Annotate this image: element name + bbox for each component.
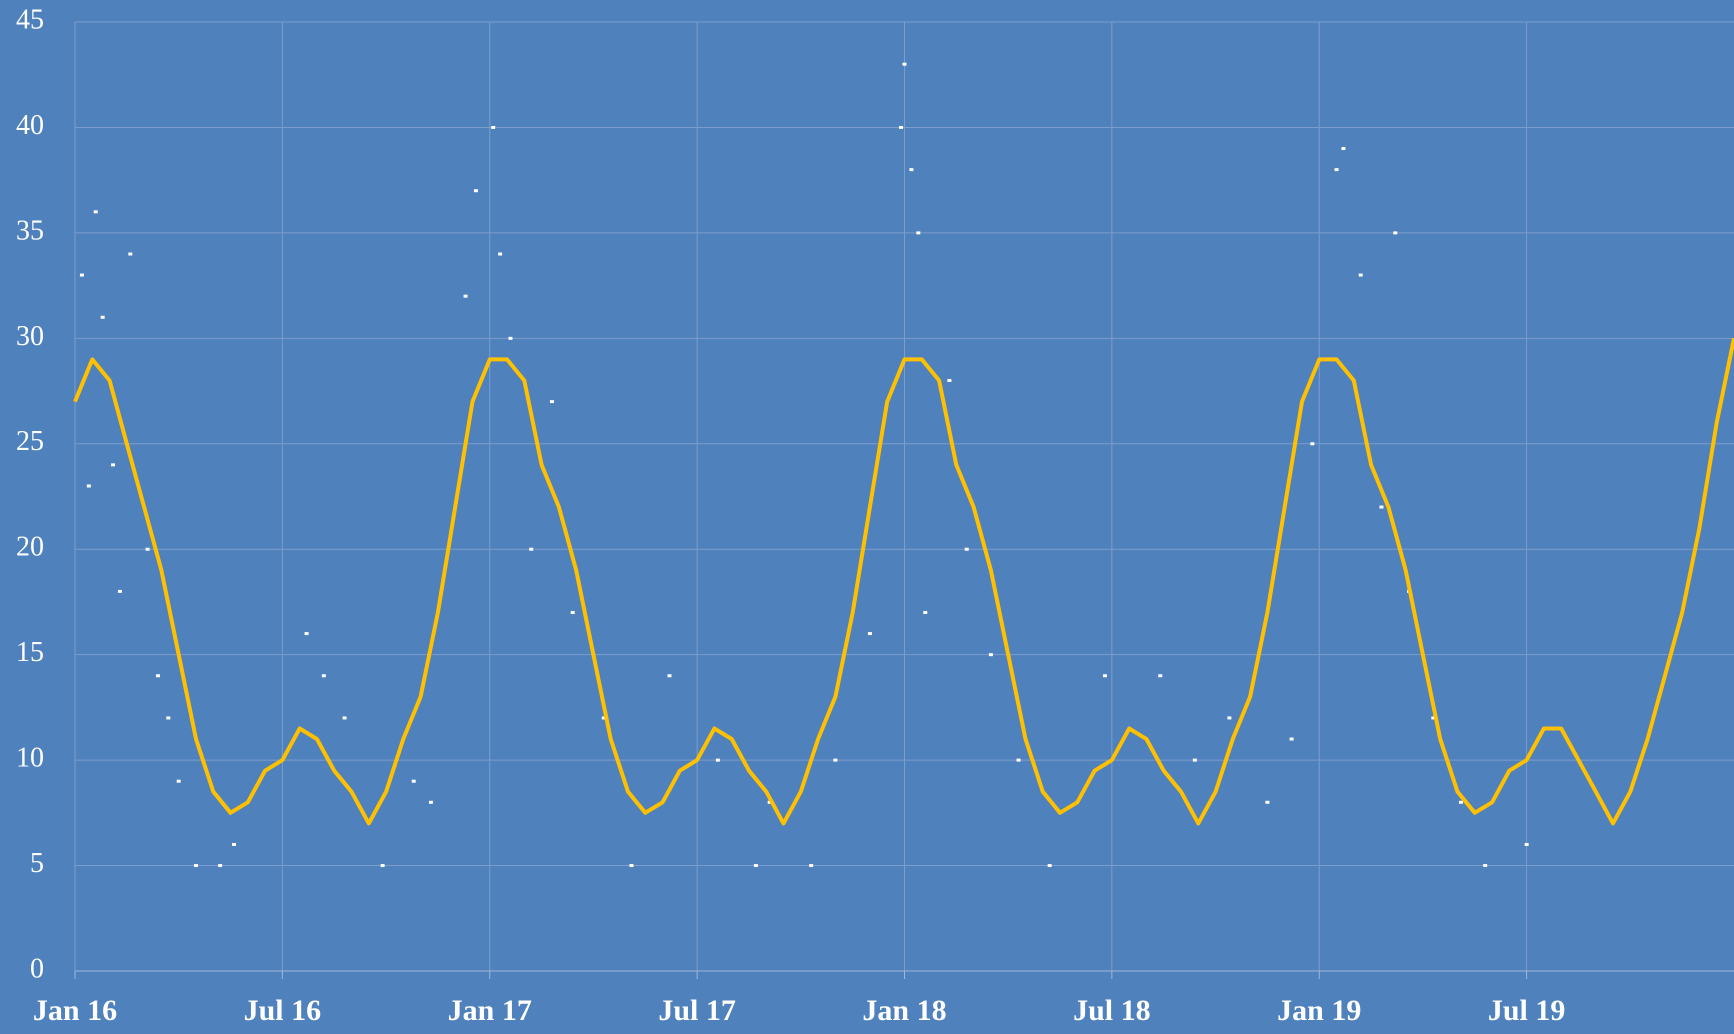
data-point xyxy=(909,168,914,172)
data-point xyxy=(428,800,433,804)
y-tick-label: 45 xyxy=(16,4,44,35)
data-point xyxy=(1192,758,1197,762)
data-point xyxy=(767,800,772,804)
data-point xyxy=(321,674,326,678)
data-point xyxy=(304,632,309,636)
data-point xyxy=(570,610,575,614)
data-point xyxy=(1379,505,1384,509)
data-point xyxy=(1310,442,1315,446)
data-point xyxy=(629,864,634,868)
x-tick-label: Jul 16 xyxy=(244,994,322,1027)
data-point xyxy=(809,864,814,868)
x-tick-label: Jul 18 xyxy=(1073,994,1151,1027)
y-tick-label: 30 xyxy=(16,321,44,352)
data-point xyxy=(100,315,105,319)
y-tick-label: 20 xyxy=(16,532,44,563)
data-point xyxy=(899,125,904,129)
data-point xyxy=(923,610,928,614)
data-point xyxy=(753,864,758,868)
data-point xyxy=(1047,864,1052,868)
data-point xyxy=(117,589,122,593)
data-point xyxy=(667,674,672,678)
data-point xyxy=(916,231,921,235)
data-point xyxy=(1393,231,1398,235)
y-tick-label: 10 xyxy=(16,743,44,774)
x-tick-label: Jan 19 xyxy=(1277,994,1361,1027)
data-point xyxy=(93,210,98,214)
data-point xyxy=(1341,147,1346,151)
data-point xyxy=(988,653,993,657)
data-point xyxy=(342,716,347,720)
data-point xyxy=(867,632,872,636)
data-point xyxy=(833,758,838,762)
data-point xyxy=(1158,674,1163,678)
data-point xyxy=(964,547,969,551)
data-point xyxy=(1265,800,1270,804)
data-point xyxy=(86,484,91,488)
data-point xyxy=(601,716,606,720)
data-point xyxy=(1458,800,1463,804)
data-point xyxy=(1483,864,1488,868)
data-point xyxy=(473,189,478,193)
y-tick-label: 0 xyxy=(30,953,44,984)
data-point xyxy=(380,864,385,868)
data-point xyxy=(1431,716,1436,720)
data-point xyxy=(231,842,236,846)
data-point xyxy=(218,864,223,868)
data-point xyxy=(491,125,496,129)
data-point xyxy=(176,779,181,783)
x-tick-label: Jan 18 xyxy=(862,994,946,1027)
data-point xyxy=(111,463,116,467)
data-point xyxy=(902,62,907,66)
data-point xyxy=(498,252,503,256)
data-point xyxy=(1524,842,1529,846)
data-point xyxy=(1289,737,1294,741)
data-point xyxy=(463,294,468,298)
data-point xyxy=(1102,674,1107,678)
x-tick-label: Jul 19 xyxy=(1488,994,1566,1027)
data-point xyxy=(193,864,198,868)
x-tick-label: Jan 17 xyxy=(448,994,532,1027)
line xyxy=(73,337,1734,826)
y-tick-label: 25 xyxy=(16,426,44,457)
y-tick-label: 40 xyxy=(16,110,44,141)
data-point xyxy=(145,547,150,551)
data-point xyxy=(155,674,160,678)
data-point xyxy=(79,273,84,277)
data-point xyxy=(715,758,720,762)
data-point xyxy=(128,252,133,256)
data-point xyxy=(1227,716,1232,720)
y-tick-label: 5 xyxy=(30,848,44,879)
data-point xyxy=(166,716,171,720)
data-point xyxy=(1358,273,1363,277)
data-point xyxy=(529,547,534,551)
data-point xyxy=(508,336,513,340)
x-tick-label: Jan 16 xyxy=(33,994,117,1027)
data-point xyxy=(411,779,416,783)
data-point xyxy=(1334,168,1339,172)
data-point xyxy=(549,400,554,404)
y-tick-label: 35 xyxy=(16,215,44,246)
x-tick-label: Jul 17 xyxy=(658,994,736,1027)
data-point xyxy=(1016,758,1021,762)
data-point xyxy=(947,379,952,383)
y-tick-label: 15 xyxy=(16,637,44,668)
